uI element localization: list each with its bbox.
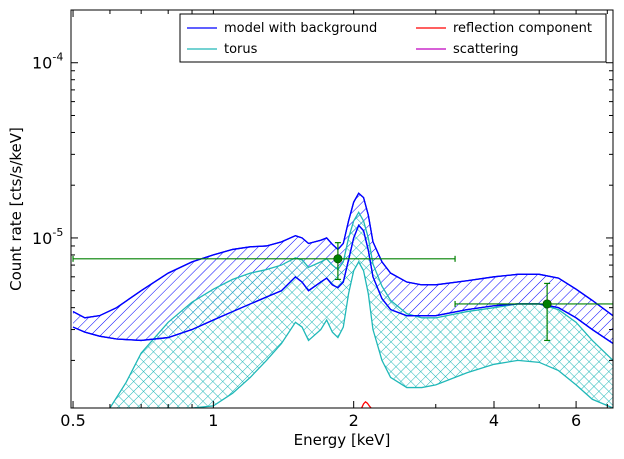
reflection-line <box>361 400 372 408</box>
torus-lower-line <box>109 260 613 408</box>
y-axis-label: Count rate [cts/s/keV] <box>7 127 25 291</box>
x-axis-label: Energy [keV] <box>294 431 391 449</box>
legend-label-torus: torus <box>224 42 258 57</box>
legend-label-scattering: scattering <box>453 42 519 57</box>
x-tick-label: 4 <box>489 411 499 430</box>
plot-area <box>72 192 613 408</box>
y-tick-label: 10-5 <box>32 226 63 248</box>
data-point-marker <box>542 299 552 309</box>
x-tick-label: 2 <box>349 411 359 430</box>
torus-band <box>109 212 613 408</box>
legend-label-model: model with background <box>224 21 377 36</box>
data-point-marker <box>333 254 343 264</box>
x-tick-label: 6 <box>571 411 581 430</box>
torus-upper-line <box>109 211 613 408</box>
y-tick-label: 10-4 <box>32 51 63 73</box>
x-tick-label: 1 <box>208 411 218 430</box>
model-upper-line-top <box>72 192 613 319</box>
plot-frame <box>70 9 614 409</box>
legend: model with background torus reflection c… <box>179 13 607 63</box>
model-lower-line-top <box>72 224 613 344</box>
axis-ticks: 0.5 1 2 4 6 10-5 10-4 <box>32 9 613 430</box>
legend-frame <box>179 13 607 63</box>
x-tick-label: 0.5 <box>60 411 85 430</box>
legend-label-reflection: reflection component <box>453 21 592 36</box>
